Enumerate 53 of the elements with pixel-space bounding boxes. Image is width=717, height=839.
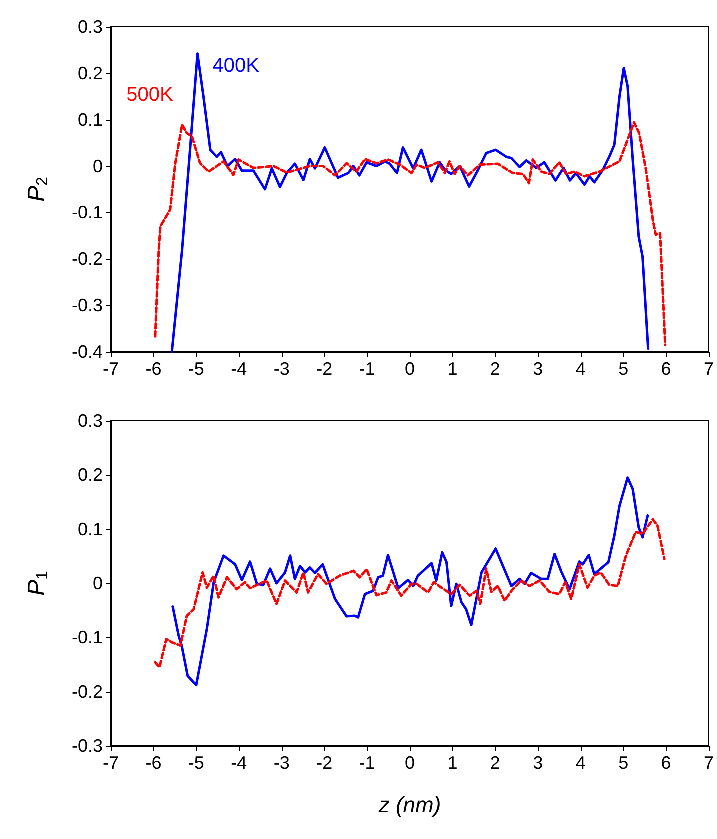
y-tick-label: -0.4 — [72, 342, 103, 362]
x-tick-label: 2 — [490, 753, 500, 773]
x-tick-label: -2 — [316, 359, 333, 379]
x-tick-label: 3 — [533, 753, 544, 773]
x-tick-label: -5 — [188, 359, 204, 379]
x-axis-title: z (nm) — [378, 792, 442, 818]
x-tick-label: 7 — [704, 359, 714, 379]
y-tick-label: -0.2 — [72, 682, 103, 702]
x-tick-label: 2 — [490, 359, 500, 379]
x-tick-label: 6 — [661, 753, 672, 773]
x-tick-label: 1 — [448, 753, 458, 773]
y-tick-label: 0.1 — [78, 110, 103, 130]
y-tick-label: 0.3 — [78, 17, 103, 37]
y-tick-label: -0.3 — [72, 736, 103, 756]
x-tick-label: -6 — [146, 753, 162, 773]
x-tick-label: 5 — [618, 753, 629, 773]
x-tick-label: 3 — [533, 359, 544, 379]
x-tick-label: 1 — [448, 359, 458, 379]
y-axis-title: P2 — [24, 176, 52, 202]
y-tick-label: -0.1 — [72, 628, 103, 648]
x-tick-label: 4 — [576, 753, 586, 773]
series-label: 500K — [126, 84, 174, 106]
y-tick-label: 0.2 — [78, 63, 103, 84]
x-tick-label: -5 — [188, 753, 204, 773]
y-axis-title: P1 — [24, 570, 52, 596]
x-tick-label: -3 — [274, 359, 290, 379]
x-tick-label: 4 — [576, 359, 586, 379]
x-tick-label: 0 — [404, 359, 416, 379]
x-tick-label: -7 — [102, 753, 120, 773]
x-tick-label: -3 — [274, 753, 290, 773]
line-series — [172, 476, 650, 687]
x-tick-label: -6 — [146, 359, 162, 379]
line-series — [154, 121, 667, 346]
series-label: 400K — [212, 54, 260, 77]
x-tick-label: 6 — [661, 359, 672, 379]
x-tick-label: -1 — [359, 753, 376, 773]
y-tick-label: 0 — [92, 574, 103, 594]
y-tick-label: -0.3 — [72, 296, 103, 316]
x-tick-label: -7 — [102, 359, 120, 379]
x-tick-label: -2 — [316, 753, 333, 773]
x-tick-label: 0 — [404, 753, 416, 773]
x-tick-label: -1 — [359, 359, 376, 379]
y-tick-label: 0 — [92, 156, 103, 176]
x-tick-label: -4 — [231, 359, 248, 379]
y-tick-label: -0.1 — [72, 202, 103, 223]
x-tick-label: 5 — [618, 359, 629, 379]
y-tick-label: -0.2 — [72, 249, 103, 270]
x-tick-label: -4 — [231, 753, 248, 773]
y-tick-label: 0.3 — [78, 411, 103, 431]
x-tick-label: 7 — [704, 753, 714, 773]
y-tick-label: 0.1 — [78, 519, 103, 540]
line-series — [154, 518, 666, 669]
y-tick-label: 0.2 — [78, 465, 103, 486]
